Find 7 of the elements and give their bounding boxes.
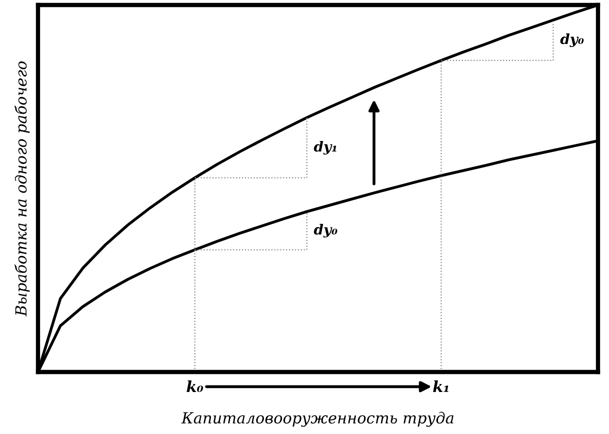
annotation: dy₀: [560, 33, 584, 48]
x-axis-title: Капиталовооруженность труда: [181, 412, 454, 427]
x-tick-label: k₁: [433, 380, 448, 392]
y-axis-title: Выработка на одного рабочего: [14, 61, 30, 316]
annotation: dy₁: [314, 140, 336, 155]
annotation: dy₀: [314, 224, 338, 238]
x-tick-label: k₀: [186, 380, 204, 392]
